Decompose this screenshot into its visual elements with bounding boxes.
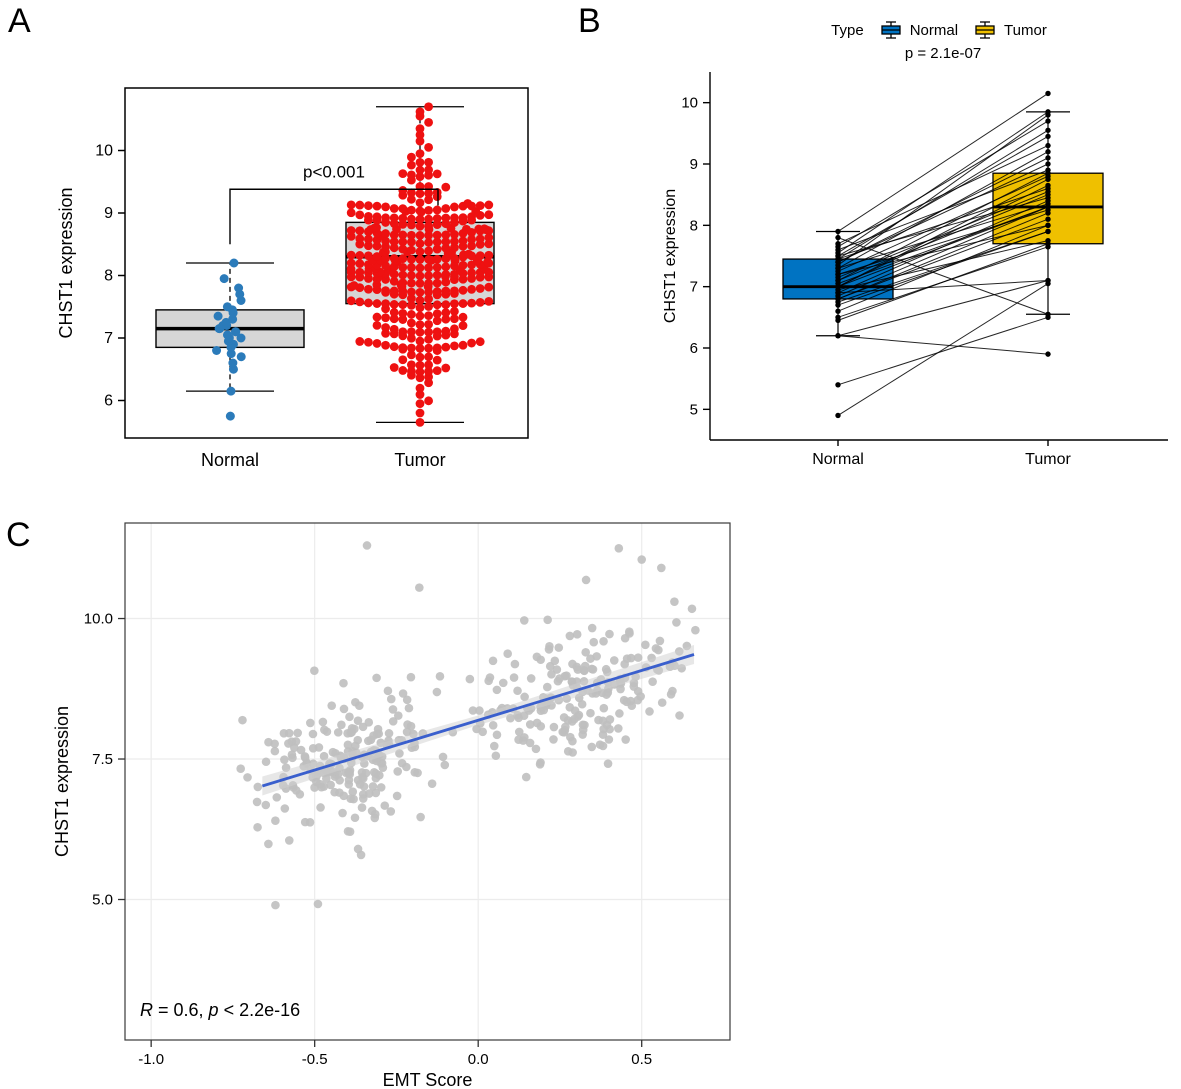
panel-a-label: A: [8, 2, 31, 40]
panel-c-label: C: [6, 516, 31, 554]
svg-text:9: 9: [104, 205, 113, 222]
panel-b-paired-lines: [835, 90, 1051, 419]
panel-a-tumor-points: [346, 102, 494, 427]
svg-text:5: 5: [690, 401, 698, 418]
boxplot-glyph-icon: [975, 21, 995, 39]
panel-b-axes: 5 6 7 8 9 10 CHST1 expression Normal Tumor: [662, 72, 1168, 468]
panel-b-label: B: [578, 2, 601, 40]
panel-a-significance: p<0.001: [229, 162, 439, 245]
svg-text:p = 2.1e-07: p = 2.1e-07: [905, 45, 981, 62]
svg-text:9: 9: [690, 156, 698, 173]
panel-b-chart: 5 6 7 8 9 10 CHST1 expression Normal Tumor p = 2.…: [662, 45, 1168, 468]
svg-text:7: 7: [690, 279, 698, 296]
panel-c-correlation-label: R = 0.6, p < 2.2e-16: [140, 1000, 300, 1020]
svg-text:Normal: Normal: [201, 450, 259, 470]
svg-text:6: 6: [690, 340, 698, 357]
svg-text:Tumor: Tumor: [1025, 451, 1071, 468]
svg-text:7: 7: [104, 330, 113, 347]
svg-text:6: 6: [104, 393, 113, 410]
panel-c-chart: -1.0 -0.5 0.0 0.5 5.0 7.5 10.0 EMT Score CHST1 e…: [52, 522, 731, 1089]
panel-c-points: [236, 541, 700, 910]
panel-a-normal-points: [212, 258, 246, 421]
panel-b-pvalue: p = 2.1e-07: [905, 45, 981, 62]
svg-text:R = 0.6, p < 2.2e-16: R = 0.6, p < 2.2e-16: [140, 1000, 300, 1020]
panel-c-axes: -1.0 -0.5 0.0 0.5 5.0 7.5 10.0 EMT Score CHST1 e…: [52, 522, 731, 1089]
svg-text:CHST1 expression: CHST1 expression: [52, 706, 72, 857]
svg-text:5.0: 5.0: [92, 892, 113, 909]
svg-text:CHST1 expression: CHST1 expression: [56, 187, 76, 338]
svg-text:10: 10: [681, 95, 698, 112]
panel-b: 5 6 7 8 9 10 CHST1 expression Normal Tumor p = 2.…: [575, 0, 1181, 475]
legend-item-label: Normal: [909, 21, 959, 39]
legend: Type Normal Tumor: [710, 20, 1168, 40]
svg-text:Normal: Normal: [812, 451, 864, 468]
svg-text:7.5: 7.5: [92, 751, 113, 768]
legend-item-label: Tumor: [1004, 21, 1047, 39]
svg-text:p<0.001: p<0.001: [303, 162, 365, 181]
legend-item-tumor: Tumor: [972, 20, 1047, 40]
svg-text:EMT Score: EMT Score: [383, 1070, 473, 1089]
svg-text:0.0: 0.0: [468, 1051, 489, 1068]
legend-item-normal: Normal: [878, 20, 958, 40]
svg-text:8: 8: [690, 217, 698, 234]
boxplot-glyph-icon: [881, 21, 901, 39]
svg-text:-1.0: -1.0: [138, 1051, 164, 1068]
svg-text:10.0: 10.0: [84, 611, 113, 628]
svg-text:0.5: 0.5: [631, 1051, 652, 1068]
svg-text:10: 10: [95, 143, 113, 160]
svg-text:CHST1 expression: CHST1 expression: [662, 189, 679, 323]
svg-text:Tumor: Tumor: [394, 450, 445, 470]
svg-text:-0.5: -0.5: [302, 1051, 328, 1068]
panel-c-background: [125, 523, 730, 1040]
panel-c-regression: [261, 644, 695, 796]
panel-a-chart: 6 7 8 9 10 CHST1 expression Normal Tumor p<0.001: [56, 87, 529, 470]
svg-text:8: 8: [104, 268, 113, 285]
legend-title: Type: [831, 21, 864, 39]
